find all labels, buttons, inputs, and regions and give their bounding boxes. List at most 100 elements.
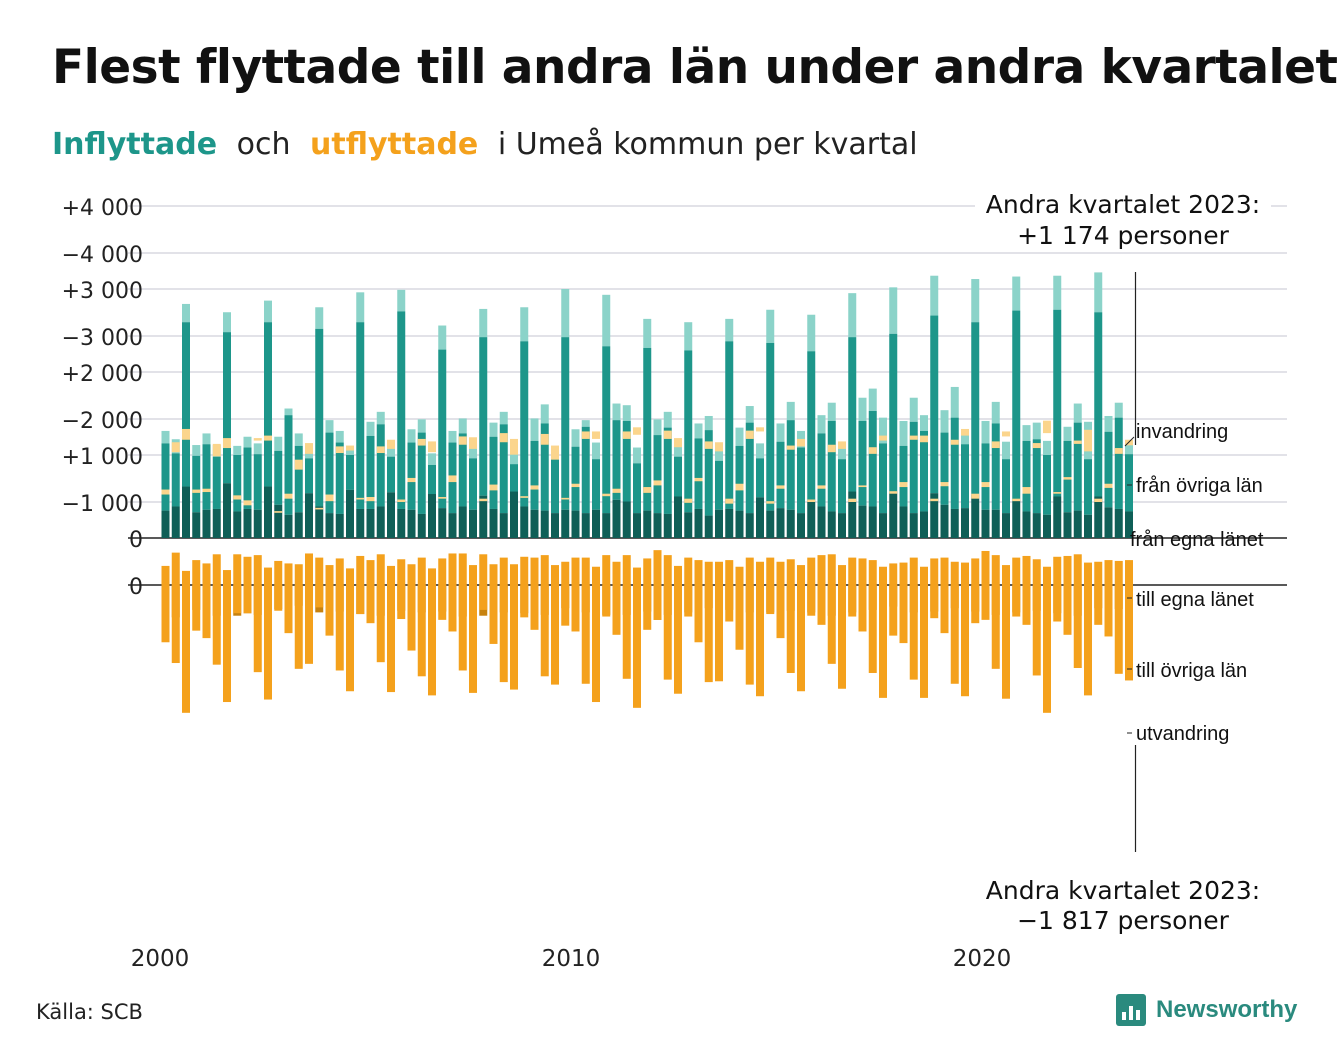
label-fran-ovriga-lan: från övriga län [1136, 475, 1263, 497]
bar-invandring [899, 420, 908, 446]
bar-invandring [602, 294, 611, 347]
bar-utvandring [305, 443, 313, 454]
bar-till-ovriga-lan [745, 557, 754, 685]
bar-fran-ovriga-lan [223, 332, 231, 484]
bar-utvandring [489, 484, 498, 491]
bar-invandring [715, 445, 723, 461]
bar-fran-ovriga-lan [479, 337, 488, 496]
bar-invandring [858, 397, 867, 421]
bar-fran-egna-lanet [643, 510, 652, 538]
bar-utvandring [284, 493, 293, 499]
bar-till-ovriga-lan [653, 550, 662, 620]
bar-invandring [161, 430, 170, 444]
bar-fran-ovriga-lan [1053, 309, 1062, 497]
bar-utvandring [469, 437, 477, 449]
bar-fran-ovriga-lan [233, 455, 242, 512]
bar-utvandring [868, 447, 877, 454]
bar-fran-egna-lanet [848, 491, 857, 538]
bar-utvandring [909, 435, 918, 440]
bar-fran-egna-lanet [1114, 508, 1123, 538]
bar-invandring [1053, 275, 1062, 310]
bar-fran-egna-lanet [376, 506, 385, 538]
bar-utvandring [499, 433, 508, 443]
bar-till-ovriga-lan [530, 557, 539, 630]
bar-fran-egna-lanet [879, 513, 887, 538]
bar-fran-ovriga-lan [868, 411, 877, 507]
bar-fran-ovriga-lan [171, 453, 180, 507]
bar-fran-egna-lanet [212, 508, 221, 538]
bar-invandring [223, 312, 231, 333]
bar-fran-ovriga-lan [715, 460, 723, 510]
bar-till-ovriga-lan [315, 557, 324, 608]
bar-invandring [961, 430, 969, 445]
y-tick-label-top: +2 000 [62, 362, 143, 387]
bar-till-ovriga-lan [694, 560, 703, 643]
bar-fran-egna-lanet [448, 513, 457, 538]
bar-fran-ovriga-lan [1125, 454, 1133, 512]
bar-fran-ovriga-lan [294, 445, 303, 513]
bar-utvandring [243, 500, 252, 506]
bar-utvandring [376, 446, 385, 454]
bar-fran-egna-lanet [735, 510, 744, 538]
bar-utvandring [920, 435, 928, 443]
bar-fran-ovriga-lan [571, 446, 580, 511]
bar-till-ovriga-lan [551, 565, 559, 685]
y-tick-label-bottom: −4 000 [62, 243, 143, 268]
bar-till-ovriga-lan [920, 566, 928, 698]
bar-till-ovriga-lan [612, 561, 621, 635]
bar-till-ovriga-lan [1043, 566, 1051, 713]
bar-till-ovriga-lan [1012, 557, 1021, 617]
bar-invandring [387, 444, 395, 457]
bar-till-ovriga-lan [438, 558, 447, 620]
bar-till-ovriga-lan [838, 565, 846, 689]
bar-till-ovriga-lan [602, 555, 611, 617]
bar-invandring [704, 415, 713, 431]
bar-till-ovriga-lan [879, 566, 887, 698]
bar-invandring [499, 411, 508, 425]
bar-fran-egna-lanet [838, 513, 846, 538]
bar-utvandring [1104, 483, 1113, 488]
bar-utvandring [335, 446, 344, 454]
bar-till-ovriga-lan [397, 559, 406, 620]
bar-till-ovriga-lan [930, 558, 939, 619]
label-fran-egna-lanet: från egna länet [1130, 529, 1264, 551]
label-invandring-tick [1124, 436, 1135, 447]
bar-invandring [1125, 440, 1133, 455]
bar-till-ovriga-lan [417, 557, 426, 677]
bar-utvandring [981, 482, 990, 488]
bar-fran-ovriga-lan [1022, 440, 1031, 512]
bar-fran-egna-lanet [571, 510, 580, 538]
bar-invandring [428, 453, 436, 465]
bar-fran-ovriga-lan [971, 322, 980, 495]
bar-invandring [346, 449, 354, 455]
bar-till-ovriga-lan [571, 557, 580, 632]
annotation-bottom-line1: Andra kvartalet 2023: [986, 876, 1260, 905]
bar-invandring [643, 318, 652, 348]
bar-till-ovriga-lan [212, 554, 221, 665]
bar-till-ovriga-lan [366, 560, 375, 624]
bar-till-ovriga-lan [776, 561, 785, 639]
bar-utvandring [264, 435, 272, 441]
bar-invandring [417, 419, 426, 433]
bar-invandring [581, 420, 590, 427]
bar-utvandring [889, 491, 898, 494]
bar-till-ovriga-lan [479, 554, 488, 610]
bar-utvandring [223, 438, 231, 449]
bar-till-ovriga-lan [561, 561, 570, 626]
bar-till-ovriga-lan [192, 560, 201, 631]
chart-subtitle: Inflyttade och utflyttade i Umeå kommun … [52, 127, 928, 162]
bar-fran-egna-lanet [622, 501, 631, 538]
bar-invandring [1073, 403, 1082, 423]
bar-invandring [407, 429, 416, 443]
bar-utvandring [694, 477, 703, 482]
label-till-ovriga-lan: till övriga län [1136, 660, 1247, 682]
bar-fran-ovriga-lan [274, 450, 283, 505]
bar-utvandring [612, 488, 621, 493]
bar-utvandring [797, 438, 805, 447]
bar-fran-ovriga-lan [940, 432, 949, 505]
bar-fran-egna-lanet [407, 509, 416, 538]
bar-till-ovriga-lan [961, 562, 969, 697]
bar-invandring [827, 402, 836, 421]
bar-fran-ovriga-lan [192, 455, 201, 513]
